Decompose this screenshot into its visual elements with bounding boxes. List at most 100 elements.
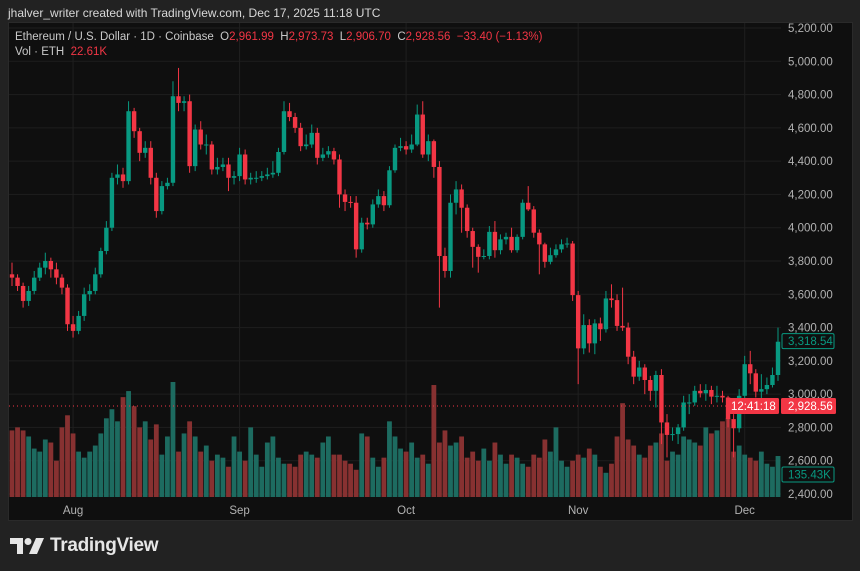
candle-body [431,141,437,167]
volume-bar [231,436,237,497]
volume-bar [15,427,20,497]
volume-bar [775,456,781,497]
candle [603,290,609,333]
candle-body [587,325,592,344]
volume-bar [148,439,154,497]
candle [670,427,675,441]
candle-body [181,101,187,103]
volume-bar [581,457,587,497]
candle-body [104,227,109,252]
y-tick-label: 2,600.00 [788,456,833,468]
candle [709,385,714,405]
volume-bar [276,457,281,497]
candle [714,385,720,403]
volume-bar [59,427,65,497]
volume-bar [670,451,675,497]
candle-body [442,256,448,271]
candle-body [542,244,548,262]
volume-bar [70,433,76,497]
candle-body [503,236,509,240]
symbol-description[interactable]: Ethereum / U.S. Dollar · 1D · Coinbase [15,31,214,43]
y-tick-label: 5,000.00 [788,56,833,68]
volume-bar [475,460,481,497]
volume-bar [126,391,131,497]
candle-body [492,231,498,251]
candle-body [87,290,92,295]
volume-label[interactable]: Vol · ETH [15,46,65,58]
volume-bar [720,421,725,497]
candle [59,274,65,295]
candle-body [43,261,48,268]
candle [176,67,181,112]
candle [631,350,636,385]
candle [254,171,259,183]
candle [681,395,686,431]
candle-body [520,202,525,237]
volume-bar [253,454,259,497]
volume-bar [647,445,653,497]
volume-bar [115,421,120,497]
candle [575,290,581,385]
candle [392,144,398,173]
candle [587,319,592,353]
candle-body [254,177,259,179]
candle [653,370,659,408]
attribution-text: jhalver_writer created with TradingView.… [8,6,381,20]
volume-bar [203,445,209,497]
candle [353,196,359,258]
candle [215,157,220,175]
volume-bar [536,457,542,497]
last-close-tag-text: 3,318.54 [788,336,833,348]
candle-body [575,295,581,349]
candle-body [115,174,120,178]
candle-body [48,261,54,270]
volume-bar [664,460,670,497]
candle [143,141,148,158]
candle [553,244,559,258]
volume-bar [553,427,559,497]
candle-body [370,204,375,225]
close-label: C [397,31,406,43]
candle-body [387,170,392,206]
candle [265,167,270,180]
volume-bar [192,436,198,497]
volume-bar [54,460,59,497]
candle-body [631,356,636,377]
candle [159,181,165,215]
candle-body [448,202,453,271]
candle-body [326,151,331,155]
volume-bar [564,466,570,497]
candle-body [742,364,747,396]
volume-bar [636,454,642,497]
candle-body [759,389,764,392]
tradingview-logo[interactable]: TradingView [10,535,159,557]
candle-body [598,323,603,330]
candle-body [170,96,176,183]
candle [520,199,525,240]
volume-bar [531,454,537,497]
volume-bar [226,466,231,497]
candle [775,327,781,381]
candle [548,247,553,265]
candle-body [559,244,564,250]
candle-body [59,277,65,288]
candle [120,167,126,188]
volume-value: 22.61K [70,46,108,58]
volume-bar [209,460,215,497]
candle [43,252,48,275]
candle [65,284,70,331]
candle [187,94,192,173]
candle-body [625,327,631,357]
candle [692,385,697,406]
candle [526,186,531,212]
candle-body [231,176,237,178]
candle [648,375,653,401]
y-tick-label: 4,600.00 [788,123,833,135]
candle [276,147,281,177]
volume-bar [248,427,254,497]
volume-bar [320,442,326,497]
current-price-tag: 2,928.56 12:41:18 [726,398,836,415]
candle [126,101,131,185]
high-value: 2,973.73 [288,31,334,43]
